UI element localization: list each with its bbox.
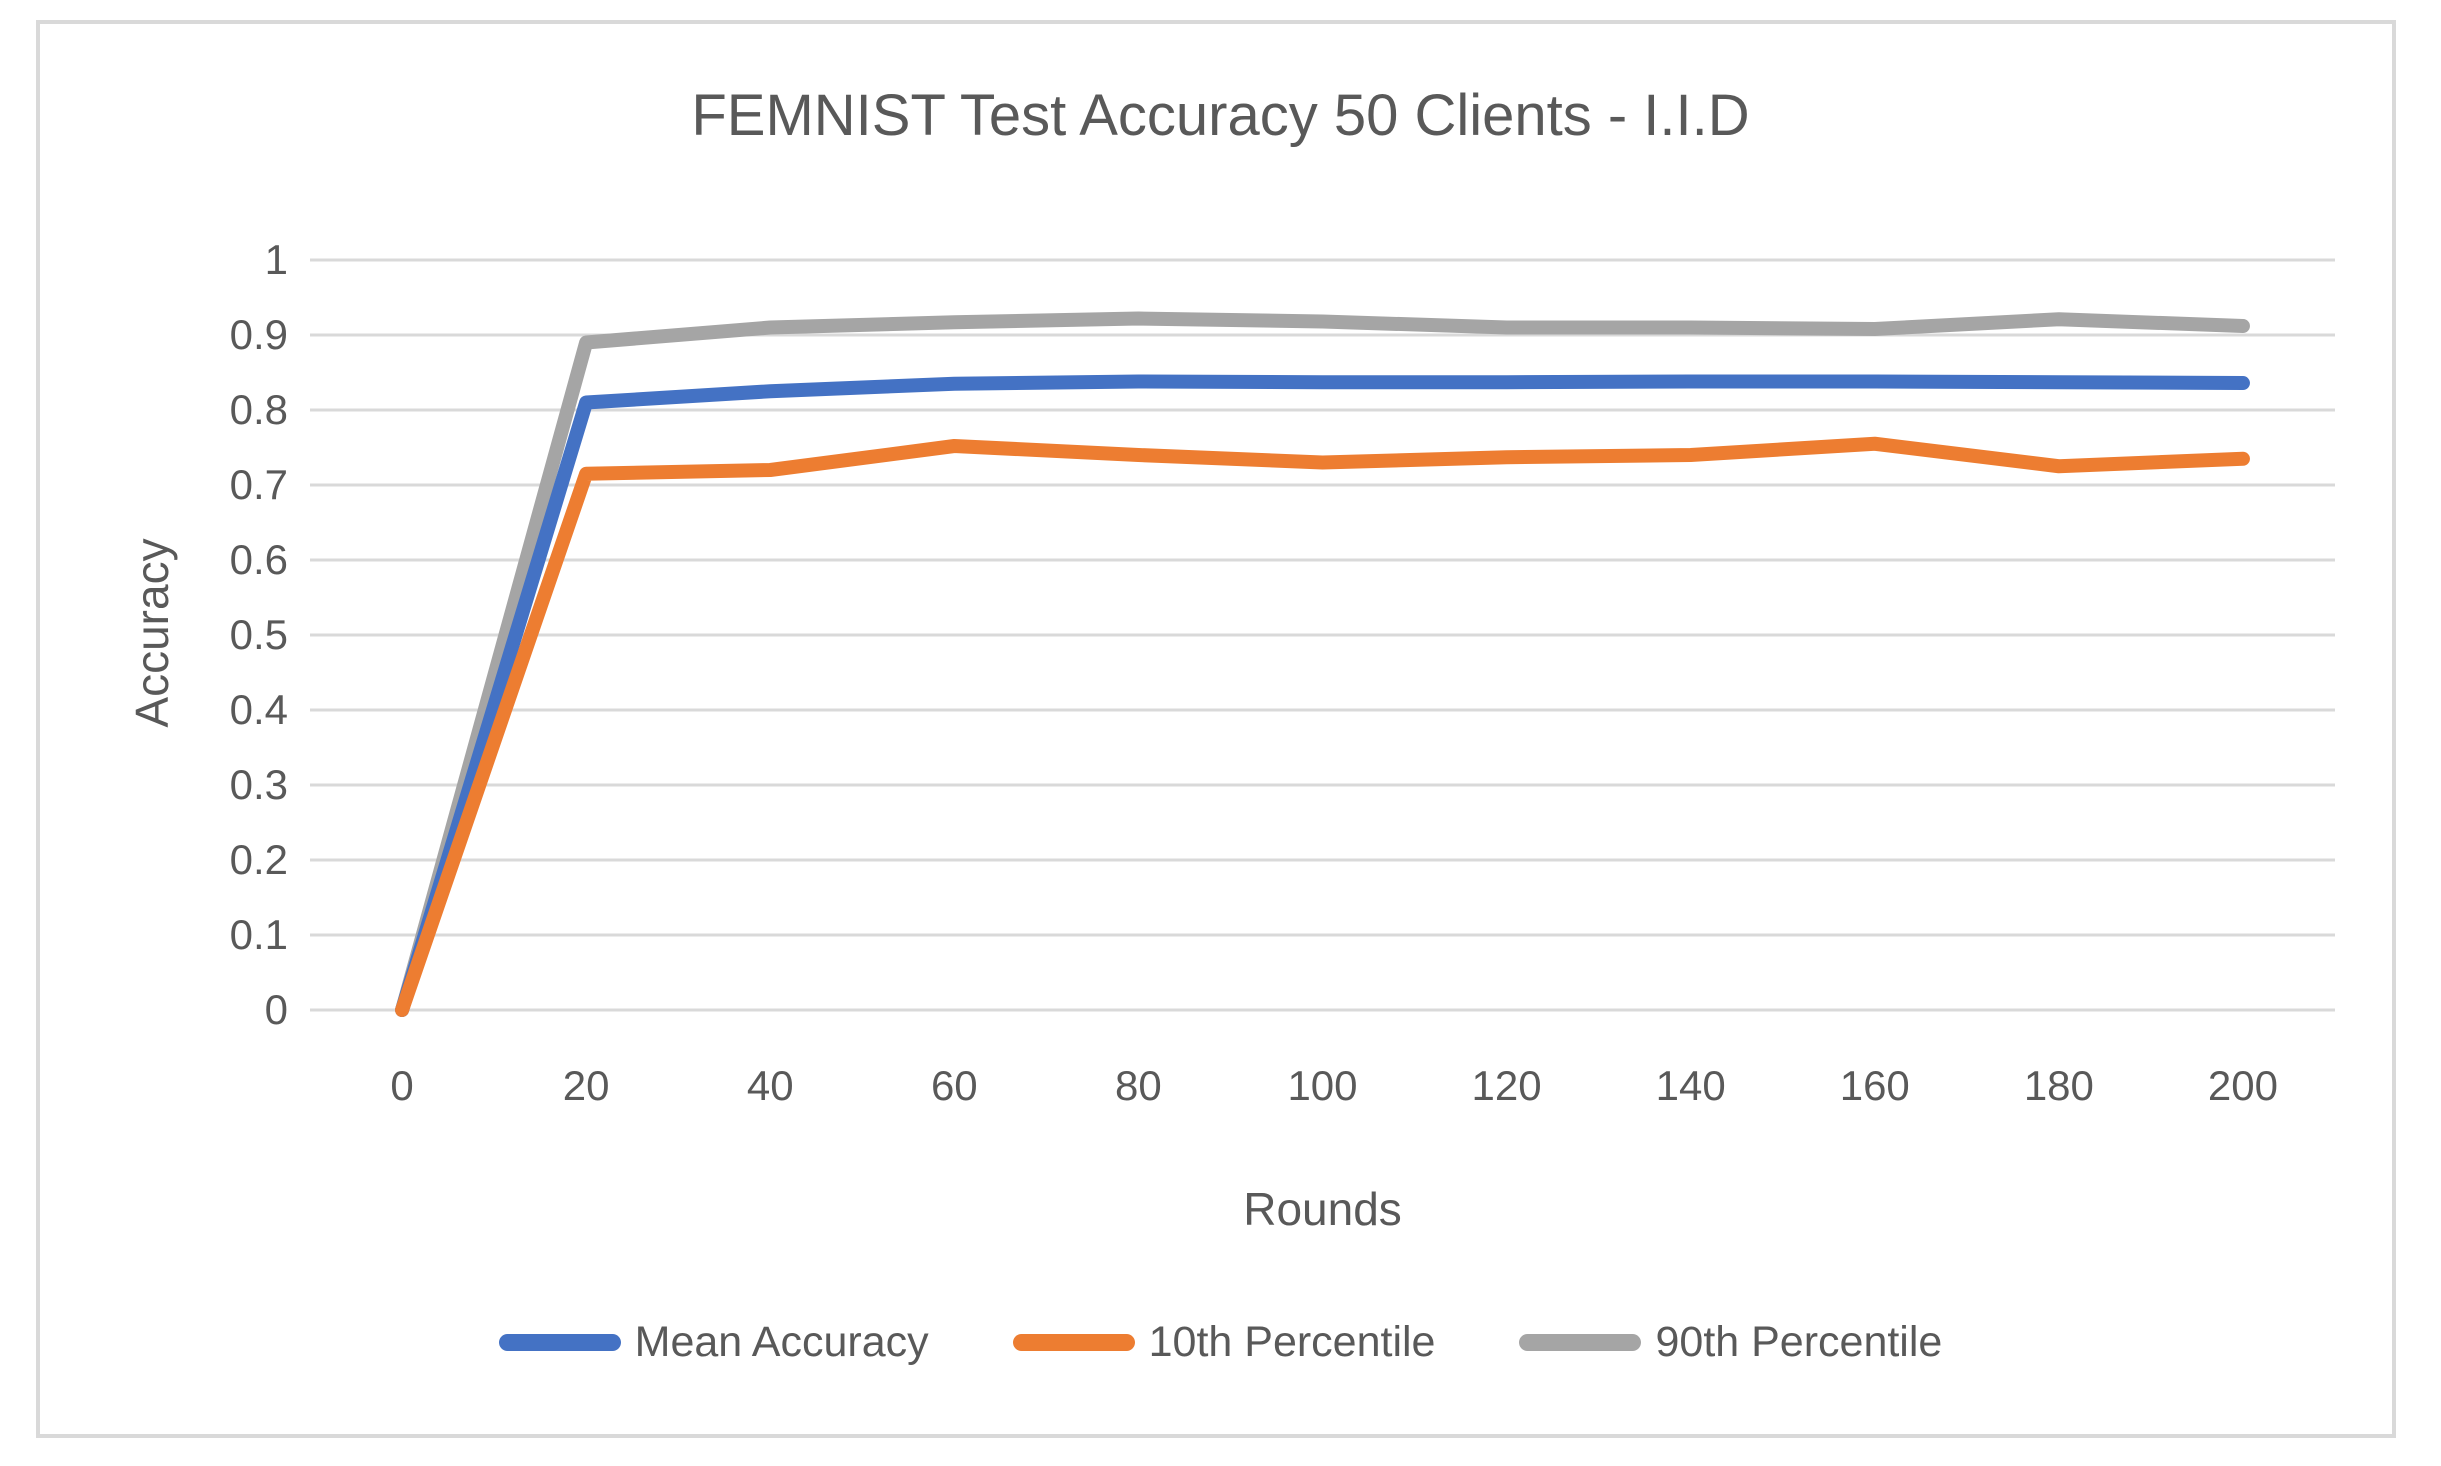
y-tick-label: 0.2	[229, 836, 288, 883]
x-tick-label: 200	[2207, 1062, 2278, 1109]
y-tick-label: 1	[264, 236, 288, 283]
y-tick-label: 0.7	[229, 461, 288, 508]
legend-label: 90th Percentile	[1655, 1318, 1943, 1366]
legend-swatch	[1519, 1334, 1642, 1351]
y-tick-label: 0.5	[229, 611, 288, 658]
legend-label: Mean Accuracy	[634, 1318, 929, 1366]
legend-item-mean-accuracy: Mean Accuracy	[498, 1318, 929, 1367]
x-tick-label: 180	[2023, 1062, 2094, 1109]
legend-swatch	[1012, 1334, 1135, 1351]
x-axis-title: Rounds	[1243, 1183, 1402, 1235]
x-tick-label: 160	[1839, 1062, 1910, 1109]
x-tick-label: 40	[746, 1062, 794, 1109]
y-tick-label: 0.4	[229, 686, 288, 733]
y-tick-label: 0	[264, 986, 288, 1033]
y-tick-label: 0.9	[229, 311, 288, 358]
chart-title: FEMNIST Test Accuracy 50 Clients - I.I.D	[691, 83, 1750, 148]
chart-frame	[36, 20, 2396, 1438]
x-tick-label: 140	[1655, 1062, 1726, 1109]
y-tick-label: 0.6	[229, 536, 288, 583]
x-tick-label: 60	[930, 1062, 978, 1109]
y-tick-label: 0.1	[229, 911, 288, 958]
x-tick-label: 120	[1471, 1062, 1542, 1109]
legend-item-90th-percentile: 90th Percentile	[1519, 1318, 1942, 1367]
series-line-10th-percentile	[395, 436, 2250, 1017]
y-tick-label: 0.3	[229, 761, 288, 808]
legend-swatch	[498, 1334, 621, 1351]
x-tick-label: 80	[1115, 1062, 1162, 1109]
legend-label: 10th Percentile	[1148, 1318, 1436, 1366]
y-tick-label: 0.8	[229, 386, 288, 433]
series-line-90th-percentile	[395, 311, 2250, 1017]
legend: Mean Accuracy 10th Percentile 90th Percent…	[0, 1318, 2441, 1367]
x-tick-label: 0	[390, 1062, 414, 1109]
series-line-mean-accuracy	[395, 374, 2250, 1017]
x-tick-label: 100	[1287, 1062, 1358, 1109]
x-tick-label: 20	[562, 1062, 610, 1109]
legend-item-10th-percentile: 10th Percentile	[1012, 1318, 1436, 1367]
